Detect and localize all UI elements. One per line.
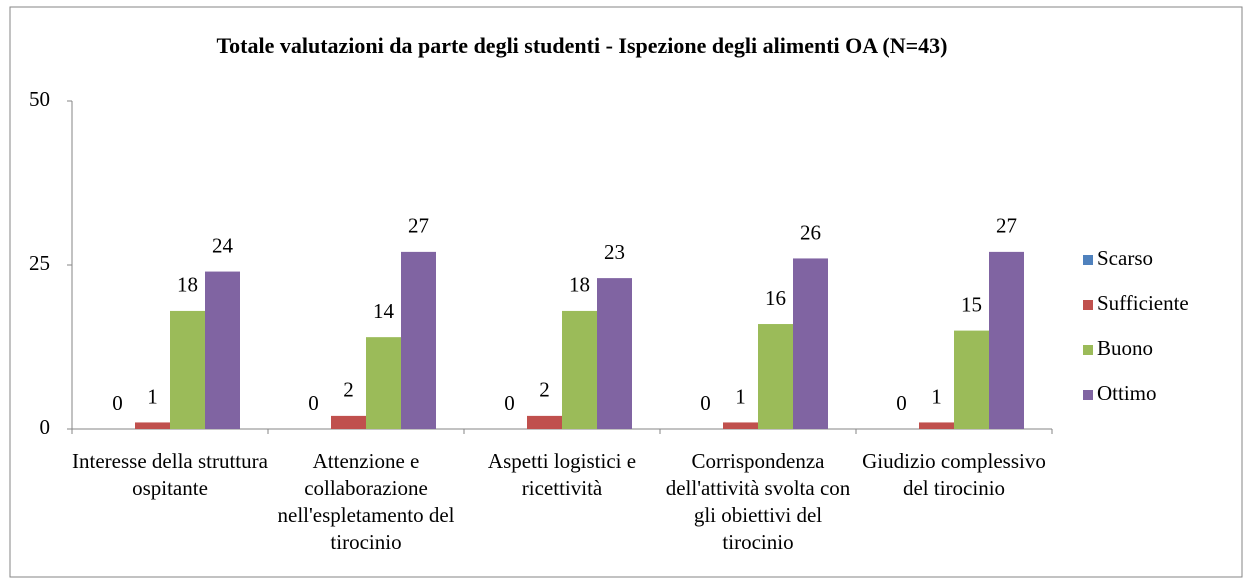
data-label: 23 xyxy=(604,240,625,264)
data-label: 18 xyxy=(177,273,198,297)
bar xyxy=(723,422,758,429)
x-tick-label: Interesse della struttura ospitante xyxy=(72,449,268,500)
legend-swatch xyxy=(1083,345,1093,355)
data-label: 2 xyxy=(539,378,550,402)
x-tick-label: Giudizio complessivo del tirocinio xyxy=(862,449,1046,500)
x-tick-label: Aspetti logistici e ricettività xyxy=(487,449,637,500)
legend-label: Buono xyxy=(1097,336,1153,360)
bar xyxy=(954,330,989,429)
data-label: 1 xyxy=(931,384,942,408)
bar xyxy=(758,324,793,429)
data-label: 16 xyxy=(765,286,786,310)
legend-label: Sufficiente xyxy=(1097,291,1189,315)
bar xyxy=(793,258,828,429)
data-label: 0 xyxy=(112,391,123,415)
legend-swatch xyxy=(1083,300,1093,310)
bar xyxy=(919,422,954,429)
bar xyxy=(562,310,597,429)
data-label: 24 xyxy=(212,233,234,257)
bar xyxy=(331,415,366,429)
legend-label: Ottimo xyxy=(1097,381,1157,405)
bar xyxy=(205,271,240,429)
data-label: 14 xyxy=(373,299,395,323)
data-label: 1 xyxy=(147,384,158,408)
x-tick-label: Attenzione e collaborazione nell'espleta… xyxy=(277,449,455,554)
data-label: 0 xyxy=(504,391,515,415)
data-label: 18 xyxy=(569,273,590,297)
data-label: 0 xyxy=(700,391,711,415)
data-label: 27 xyxy=(996,214,1017,238)
bar xyxy=(135,422,170,429)
data-label: 2 xyxy=(343,378,354,402)
chart-title: Totale valutazioni da parte degli studen… xyxy=(216,33,947,58)
x-tick-label: Corrispondenza dell'attività svolta con … xyxy=(665,449,851,554)
data-label: 0 xyxy=(896,391,907,415)
bar xyxy=(401,251,436,429)
data-label: 26 xyxy=(800,220,821,244)
bar xyxy=(597,278,632,429)
legend-label: Scarso xyxy=(1097,246,1153,270)
data-label: 15 xyxy=(961,292,982,316)
bar xyxy=(527,415,562,429)
data-label: 1 xyxy=(735,384,746,408)
bar xyxy=(989,251,1024,429)
legend-swatch xyxy=(1083,255,1093,265)
y-tick-label: 25 xyxy=(29,251,50,275)
y-tick-label: 50 xyxy=(29,87,50,111)
y-tick-label: 0 xyxy=(40,415,51,439)
bar xyxy=(366,337,401,429)
bar xyxy=(170,310,205,429)
data-label: 0 xyxy=(308,391,319,415)
data-label: 27 xyxy=(408,214,429,238)
legend-swatch xyxy=(1083,390,1093,400)
